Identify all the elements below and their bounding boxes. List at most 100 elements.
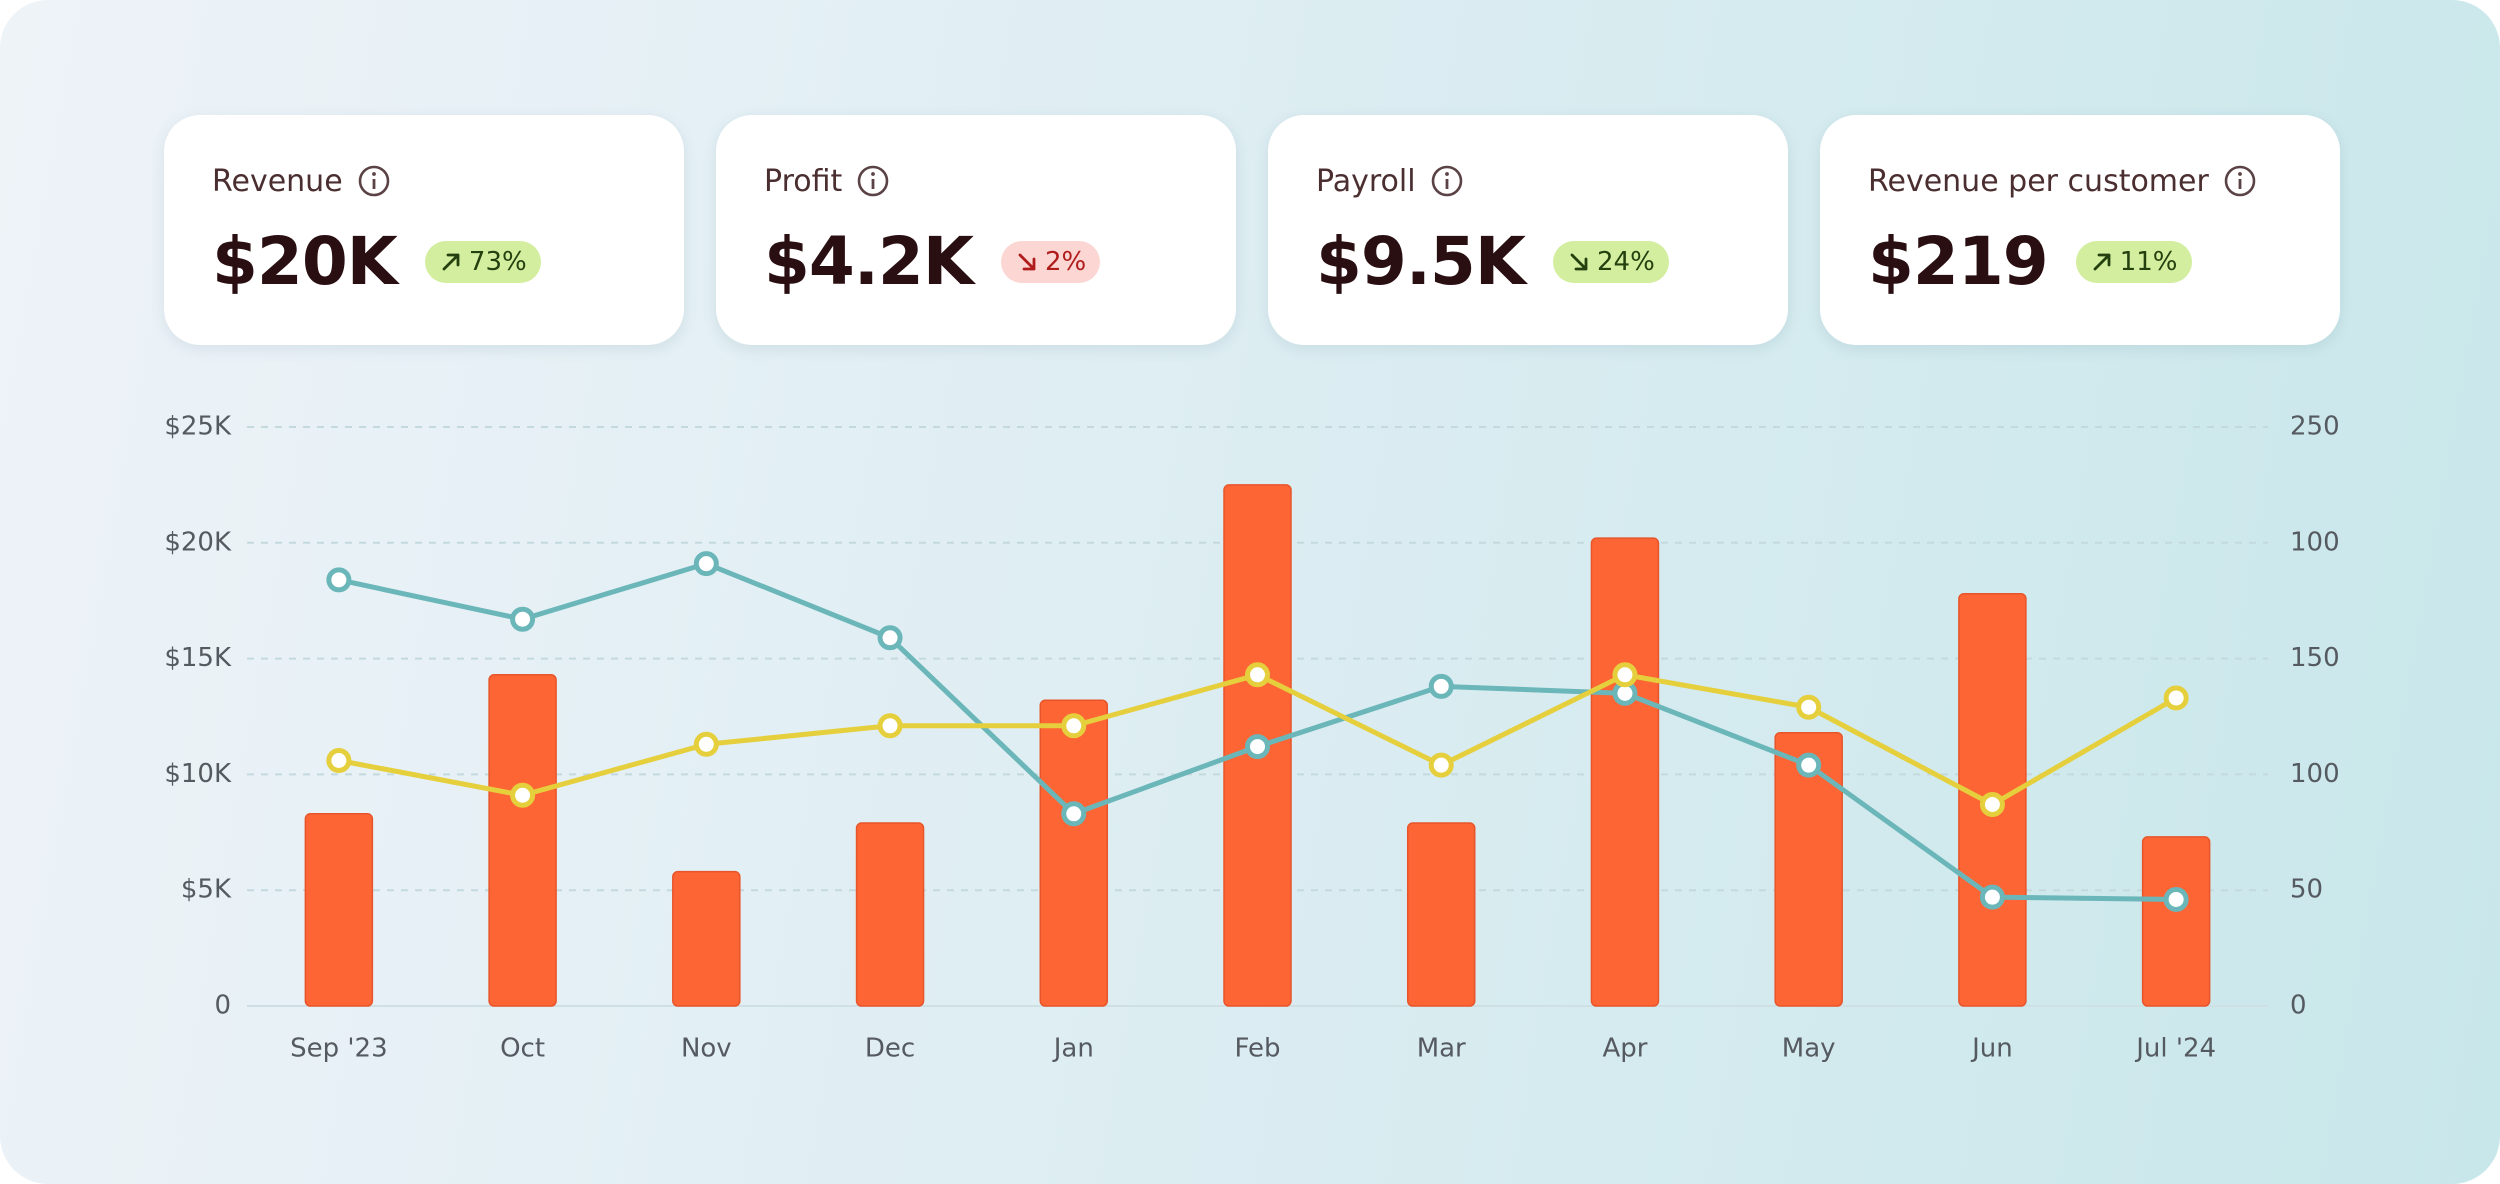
y2-tick-label: 0 <box>2290 991 2307 1021</box>
arrow <box>1570 253 1588 270</box>
point <box>510 782 536 808</box>
info-dot <box>871 172 876 176</box>
change-badge: 73% <box>424 240 541 283</box>
trend-arrow <box>442 253 460 270</box>
y2-tick-label: 150 <box>2290 643 2340 673</box>
change-value: 2% <box>1044 246 1087 277</box>
bar <box>1590 537 1660 1007</box>
card-value: $9.5K <box>1316 223 1526 300</box>
y-tick-label: $5K <box>181 875 232 905</box>
point <box>1061 801 1087 827</box>
card-title-row: Revenue <box>212 161 636 201</box>
change-badge: 24% <box>1552 240 1669 283</box>
point <box>1428 673 1454 699</box>
kpi-card: Revenue per customer $219 11% <box>1820 115 2340 345</box>
card-title-row: Payroll <box>1316 161 1740 201</box>
arrow <box>442 253 460 270</box>
change-value: 73% <box>468 246 527 277</box>
x-tick-label: Sep '23 <box>290 1034 388 1064</box>
x-tick-label: Oct <box>500 1034 545 1064</box>
trend-arrow <box>1018 253 1036 270</box>
point <box>693 731 719 757</box>
point <box>693 551 719 577</box>
bar <box>304 813 374 1007</box>
info-icon <box>1431 165 1462 197</box>
arrow <box>1018 253 1036 270</box>
point <box>877 713 903 739</box>
y-tick-label: $20K <box>164 527 232 557</box>
x-tick-label: Feb <box>1234 1034 1280 1064</box>
point <box>877 625 903 651</box>
trend-arrow <box>2093 253 2111 270</box>
bar <box>488 674 557 1007</box>
info-circle <box>2224 165 2256 197</box>
card-value-row: $9.5K 24% <box>1316 223 1740 300</box>
point <box>2163 886 2189 912</box>
info-icon <box>358 165 389 197</box>
x-tick-label: Mar <box>1417 1034 1466 1064</box>
point <box>1979 792 2005 818</box>
card-title: Payroll <box>1316 163 1416 199</box>
y2-tick-label: 50 <box>2290 875 2323 905</box>
card-title: Profit <box>764 163 843 199</box>
bar <box>1406 822 1476 1007</box>
point <box>1061 713 1087 739</box>
point <box>1796 694 1822 720</box>
point <box>1245 734 1270 760</box>
info-dot <box>1444 172 1449 176</box>
bar <box>1039 699 1109 1007</box>
arrow <box>2093 253 2111 270</box>
point <box>326 567 352 593</box>
card-title-row: Revenue per customer <box>1868 161 2292 201</box>
card-value-row: $4.2K 2% <box>764 223 1188 300</box>
point <box>2163 685 2189 711</box>
x-tick-label: Jan <box>1052 1034 1094 1064</box>
info-icon <box>857 165 889 197</box>
point <box>1979 884 2005 910</box>
point <box>1612 662 1638 688</box>
info-dot <box>2237 172 2242 176</box>
point <box>1428 752 1454 778</box>
x-tick-label: Jul '24 <box>2134 1034 2216 1064</box>
y-tick-label: 0 <box>214 991 231 1021</box>
kpi-card: Revenue $20K 73% <box>164 115 684 345</box>
kpi-card: Payroll $9.5K 24% <box>1268 115 1788 345</box>
change-badge: 2% <box>1000 240 1101 283</box>
x-tick-label: Nov <box>681 1034 732 1064</box>
change-value: 24% <box>1596 246 1655 277</box>
card-value: $20K <box>212 223 398 300</box>
x-tick-label: Dec <box>865 1034 915 1064</box>
x-tick-label: Apr <box>1602 1034 1647 1064</box>
change-value: 11% <box>2119 246 2178 277</box>
y-tick-label: $25K <box>164 412 232 442</box>
kpi-card: Profit $4.2K 2% <box>716 115 1236 345</box>
y-tick-label: $15K <box>164 643 232 673</box>
bar <box>855 822 925 1007</box>
card-value-row: $20K 73% <box>212 223 636 300</box>
info-circle <box>358 165 389 197</box>
point <box>510 606 536 632</box>
card-value-row: $219 11% <box>1868 223 2292 300</box>
info-icon <box>2224 165 2256 197</box>
bar <box>2141 836 2211 1007</box>
y2-tick-label: 250 <box>2290 412 2340 442</box>
point <box>1245 662 1270 688</box>
card-value: $4.2K <box>764 223 974 300</box>
y2-tick-label: 100 <box>2290 527 2340 557</box>
point <box>326 748 352 774</box>
point <box>1796 752 1822 778</box>
card-title: Revenue per customer <box>1868 163 2209 199</box>
bar <box>1774 731 1843 1007</box>
card-title: Revenue <box>212 163 343 199</box>
card-value: $219 <box>1868 223 2049 300</box>
x-tick-label: Jun <box>1970 1034 2013 1064</box>
info-dot <box>371 172 376 176</box>
card-title-row: Profit <box>764 161 1188 201</box>
change-badge: 11% <box>2075 240 2192 283</box>
y2-tick-label: 100 <box>2290 759 2340 789</box>
bar <box>672 870 741 1007</box>
trend-arrow <box>1570 253 1588 270</box>
info-circle <box>1431 165 1462 197</box>
